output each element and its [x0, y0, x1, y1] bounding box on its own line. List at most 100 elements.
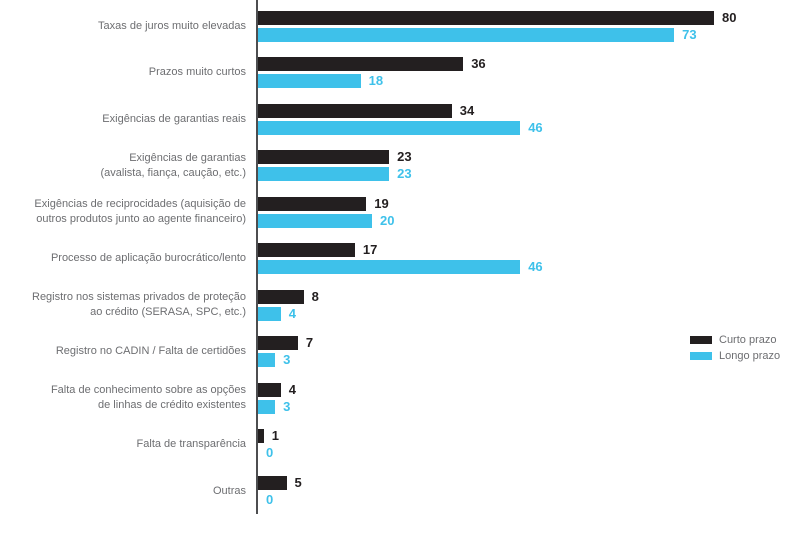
bar-group: 17 46: [258, 236, 800, 283]
value-label-longo-prazo: 18: [368, 73, 384, 89]
category-label: Exigências de reciprocidades (aquisição …: [34, 198, 246, 226]
bar-curto-prazo: [258, 382, 281, 397]
bar-group: 19 20: [258, 189, 800, 236]
value-label-longo-prazo: 4: [288, 305, 297, 321]
legend-label-longo-prazo: Longo prazo: [719, 350, 781, 362]
category-label: Processo de aplicação burocrático/lento: [50, 252, 246, 265]
bar-line-longo-prazo: 73: [258, 26, 800, 42]
bar-line-longo-prazo: 23: [258, 166, 800, 182]
bar-group: 34 46: [258, 96, 800, 143]
chart-row: Outras 5 0: [0, 468, 800, 515]
category-label: Taxas de juros muito elevadas: [98, 19, 246, 32]
bar-line-curto-prazo: 36: [258, 56, 800, 72]
value-label-longo-prazo: 46: [528, 259, 543, 275]
chart-row: Prazos muito curtos 36 18: [0, 50, 800, 97]
value-label-longo-prazo: 3: [283, 398, 291, 414]
bar-line-curto-prazo: 8: [258, 288, 800, 304]
bar-line-curto-prazo: 7: [258, 335, 800, 351]
value-label-longo-prazo: 73: [682, 26, 697, 42]
value-label-curto-prazo: 5: [294, 474, 302, 490]
value-label-curto-prazo: 7: [305, 335, 314, 351]
chart-row: Taxas de juros muito elevadas 80 73: [0, 3, 800, 50]
bar-curto-prazo: [258, 289, 304, 304]
bar-curto-prazo: [258, 57, 464, 72]
value-label-longo-prazo: 0: [266, 491, 274, 507]
bar-curto-prazo: [258, 150, 390, 165]
category-label: Registro nos sistemas privados de proteç…: [32, 291, 246, 319]
bar-line-curto-prazo: 19: [258, 196, 800, 211]
bar-group: 23 23: [258, 143, 800, 190]
value-label-curto-prazo: 23: [397, 149, 412, 165]
legend: Curto prazo Longo prazo: [690, 332, 780, 364]
chart-row: Registro no CADIN / Falta de certidões 7 3: [0, 329, 800, 376]
bar-line-longo-prazo: 3: [258, 398, 800, 414]
category-label: Registro no CADIN / Falta de certidões: [55, 345, 246, 358]
chart-row: Exigências de reciprocidades (aquisição …: [0, 189, 800, 236]
chart-row: Exigências de garantias (avalista, fianç…: [0, 143, 800, 190]
y-axis-line: [256, 0, 258, 514]
bar-line-curto-prazo: 5: [258, 474, 800, 490]
bar-curto-prazo: [258, 429, 264, 444]
category-label: Exigências de garantias (avalista, fianç…: [100, 151, 246, 179]
value-label-longo-prazo: 0: [266, 445, 274, 461]
chart-row: Falta de conhecimento sobre as opções de…: [0, 375, 800, 422]
bar-line-longo-prazo: 3: [258, 352, 800, 368]
chart-row: Exigências de garantias reais 34 46: [0, 96, 800, 143]
value-label-curto-prazo: 17: [362, 242, 378, 258]
bar-group: 80 73: [258, 3, 800, 50]
category-label: Exigências de garantias reais: [102, 112, 246, 125]
bar-line-curto-prazo: 1: [258, 428, 800, 444]
chart-row: Falta de transparência 1 0: [0, 422, 800, 469]
bar-line-longo-prazo: 46: [258, 119, 800, 135]
value-label-curto-prazo: 80: [722, 9, 737, 25]
category-label: Falta de transparência: [136, 438, 246, 451]
bar-longo-prazo: [258, 120, 521, 135]
value-label-longo-prazo: 46: [528, 119, 543, 135]
value-label-longo-prazo: 20: [380, 212, 395, 228]
chart-row: Processo de aplicação burocrático/lento 1…: [0, 236, 800, 283]
bar-group: 36 18: [258, 50, 800, 97]
bar-curto-prazo: [258, 196, 367, 211]
bar-line-longo-prazo: 4: [258, 305, 800, 321]
bar-line-longo-prazo: 0: [258, 491, 800, 507]
bar-line-curto-prazo: 80: [258, 9, 800, 25]
bar-curto-prazo: [258, 103, 452, 118]
bar-longo-prazo: [258, 213, 372, 228]
value-label-curto-prazo: 1: [271, 428, 279, 444]
bar-line-curto-prazo: 34: [258, 102, 800, 118]
value-label-longo-prazo: 3: [283, 352, 291, 368]
bar-longo-prazo: [258, 306, 281, 321]
bar-line-curto-prazo: 4: [258, 381, 800, 397]
bar-line-longo-prazo: 18: [258, 73, 800, 89]
bar-curto-prazo: [258, 475, 287, 490]
bar-curto-prazo: [258, 243, 355, 258]
longo-prazo-swatch: [690, 352, 712, 360]
bar-chart-rows: Taxas de juros muito elevadas 80 73 Prazos …: [0, 3, 800, 515]
legend-label-curto-prazo: Curto prazo: [719, 334, 777, 346]
bar-longo-prazo: [258, 260, 521, 275]
value-label-longo-prazo: 23: [397, 166, 412, 182]
value-label-curto-prazo: 36: [471, 56, 486, 72]
value-label-curto-prazo: 34: [459, 102, 475, 118]
value-label-curto-prazo: 4: [288, 381, 297, 397]
bar-longo-prazo: [258, 353, 276, 368]
bar-curto-prazo: [258, 10, 714, 25]
category-label: Prazos muito curtos: [148, 66, 246, 79]
chart-row: Registro nos sistemas privados de proteç…: [0, 282, 800, 329]
category-label: Outras: [212, 484, 246, 497]
legend-item-longo-prazo: Longo prazo: [690, 348, 780, 364]
bar-line-curto-prazo: 17: [258, 242, 800, 258]
curto-prazo-swatch: [690, 336, 712, 344]
bar-longo-prazo: [258, 167, 390, 182]
value-label-curto-prazo: 8: [311, 288, 319, 304]
bar-line-longo-prazo: 46: [258, 259, 800, 275]
category-label: Falta de conhecimento sobre as opções de…: [50, 384, 246, 412]
bar-line-curto-prazo: 23: [258, 149, 800, 165]
bar-line-longo-prazo: 20: [258, 212, 800, 228]
